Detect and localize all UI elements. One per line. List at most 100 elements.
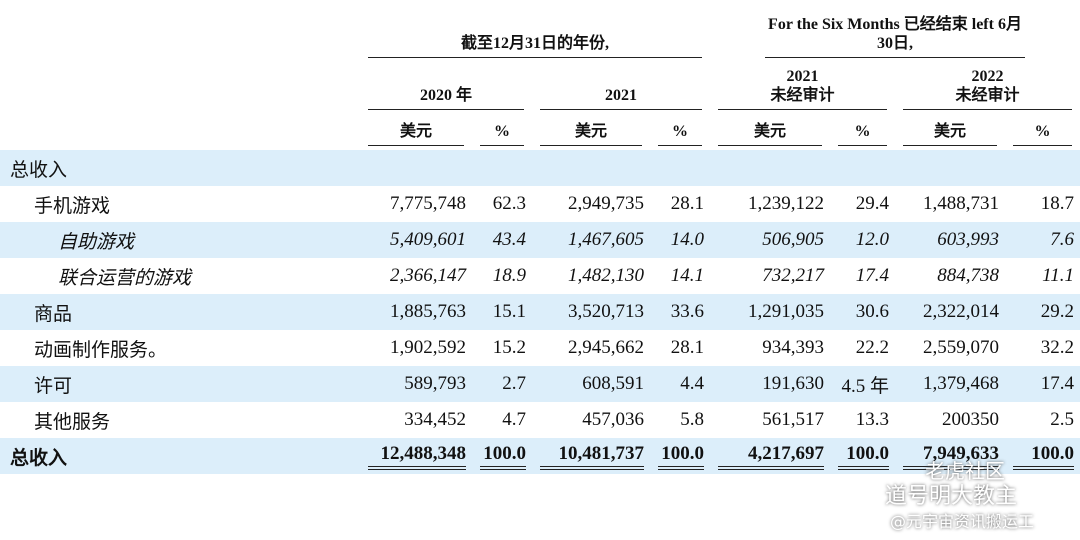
row-label: 联合运营的游戏 — [58, 267, 192, 289]
value-cell: 12,488,348 — [360, 438, 472, 474]
value: 14.0 — [670, 229, 705, 250]
value-cell: 18.7 — [1005, 186, 1080, 222]
value-cell — [710, 150, 831, 186]
value-cell — [1005, 150, 1080, 186]
value-cell: 7,949,633 — [895, 438, 1006, 474]
unit-cell: % — [1005, 114, 1080, 150]
value: 7.6 — [1050, 229, 1075, 250]
revenue-table: 截至12月31日的年份, For the Six Months 已经结束 lef… — [0, 15, 1080, 474]
value-cell: 28.1 — [650, 330, 710, 366]
value: 33.6 — [670, 301, 705, 322]
value-cell: 22.2 — [830, 330, 895, 366]
value-cell — [472, 150, 532, 186]
value: 11.1 — [1042, 265, 1075, 286]
value-cell: 14.0 — [650, 222, 711, 258]
value: 200350 — [942, 409, 1000, 430]
value-cell: 15.2 — [472, 330, 532, 366]
value-cell: 13.3 — [830, 402, 895, 438]
value-cell: 1,379,468 — [895, 366, 1006, 402]
value-cell: 11.1 — [1005, 258, 1080, 294]
value-cell: 7.6 — [1005, 222, 1080, 258]
value-cell: 7,775,748 — [360, 186, 472, 222]
value-cell: 2.7 — [472, 366, 532, 402]
value-cell: 1,488,731 — [895, 186, 1005, 222]
value: 2.5 — [1050, 409, 1075, 430]
value-cell: 1,467,605 — [532, 222, 650, 258]
value-cell: 17.4 — [830, 258, 895, 294]
value-cell: 1,885,763 — [360, 294, 472, 330]
value: 1,488,731 — [923, 193, 1000, 214]
table-row: 许可 589,793 2.7 608,591 4.4 191,630 4.5 年 1,379,… — [0, 366, 1080, 402]
period-header: 2021 — [540, 86, 703, 110]
value-cell: 2,945,662 — [532, 330, 650, 366]
value: 15.2 — [492, 337, 526, 358]
row-label: 商品 — [0, 294, 360, 330]
period-year: 2022 — [971, 68, 1004, 85]
value-cell: 732,217 — [710, 258, 830, 294]
table-row: 动画制作服务。 1,902,592 15.2 2,945,662 28.1 934,393… — [0, 330, 1080, 366]
value-cell: 100.0 — [1005, 438, 1080, 474]
value: 4.4 — [680, 373, 705, 394]
value: 1,902,592 — [390, 337, 466, 358]
value-cell — [830, 150, 896, 186]
value: 18.9 — [492, 265, 526, 286]
value: 4.5 年 — [841, 375, 890, 397]
value: 28.1 — [670, 193, 705, 214]
unit-header: 美元 — [368, 122, 464, 146]
value-cell: 12.0 — [830, 222, 896, 258]
value-cell: 3,520,713 — [532, 294, 650, 330]
value: 15.1 — [492, 301, 526, 322]
value: 12.0 — [855, 229, 890, 250]
row-label: 总收入 — [0, 150, 360, 186]
row-label: 手机游戏 — [34, 195, 111, 217]
value-cell — [532, 150, 650, 186]
value: 191,630 — [762, 373, 825, 394]
value: 506,905 — [762, 229, 825, 250]
value-cell: 334,452 — [360, 402, 472, 438]
value-cell: 4,217,697 — [710, 438, 831, 474]
unit-header: 美元 — [540, 122, 642, 146]
row-label: 许可 — [0, 366, 360, 402]
unit-cell: 美元 — [360, 114, 472, 150]
value: 7,949,633 — [903, 443, 1000, 470]
value: 1,467,605 — [568, 229, 644, 250]
value-cell: 5.8 — [650, 402, 710, 438]
value: 2,559,070 — [923, 337, 1000, 358]
value-cell: 4.7 — [472, 402, 532, 438]
value-cell: 28.1 — [650, 186, 710, 222]
value: 732,217 — [762, 265, 825, 286]
value-cell: 100.0 — [650, 438, 711, 474]
value: 43.4 — [492, 229, 526, 250]
value-cell: 5,409,601 — [360, 222, 472, 258]
value-cell: 2.5 — [1005, 402, 1080, 438]
value-cell: 934,393 — [710, 330, 830, 366]
unit-header: % — [838, 122, 888, 146]
row-label: 其他服务 — [34, 411, 111, 433]
unit-cell: 美元 — [710, 114, 830, 150]
value: 1,239,122 — [748, 193, 825, 214]
value: 4.7 — [502, 409, 526, 430]
watermark: 老虎社区 — [925, 459, 1005, 483]
period-header: 2020 年 — [368, 86, 524, 110]
value: 100.0 — [480, 443, 526, 470]
value-cell: 4.5 年 — [830, 366, 896, 402]
group-header: For the Six Months 已经结束 left 6月30日, — [765, 15, 1026, 58]
value: 5,409,601 — [390, 229, 466, 250]
period-header: 2021 未经审计 — [718, 67, 888, 110]
value-cell: 29.2 — [1005, 294, 1080, 330]
period-cell: 2020 年 — [360, 62, 532, 114]
value: 13.3 — [855, 409, 890, 430]
value-cell: 2,322,014 — [895, 294, 1006, 330]
table-row: 联合运营的游戏 2,366,147 18.9 1,482,130 14.1 732,217… — [0, 258, 1080, 294]
table-row: 其他服务 334,452 4.7 457,036 5.8 561,517 13.3 20035… — [0, 402, 1080, 438]
value-cell: 1,902,592 — [360, 330, 472, 366]
value: 2,366,147 — [390, 265, 466, 286]
table-row: 商品 1,885,763 15.1 3,520,713 33.6 1,291,035 30.… — [0, 294, 1080, 330]
value: 17.4 — [855, 265, 890, 286]
value: 5.8 — [680, 409, 705, 430]
value-cell: 10,481,737 — [532, 438, 650, 474]
value: 2,322,014 — [923, 301, 1000, 322]
value-cell: 603,993 — [895, 222, 1006, 258]
value-cell: 200350 — [895, 402, 1005, 438]
